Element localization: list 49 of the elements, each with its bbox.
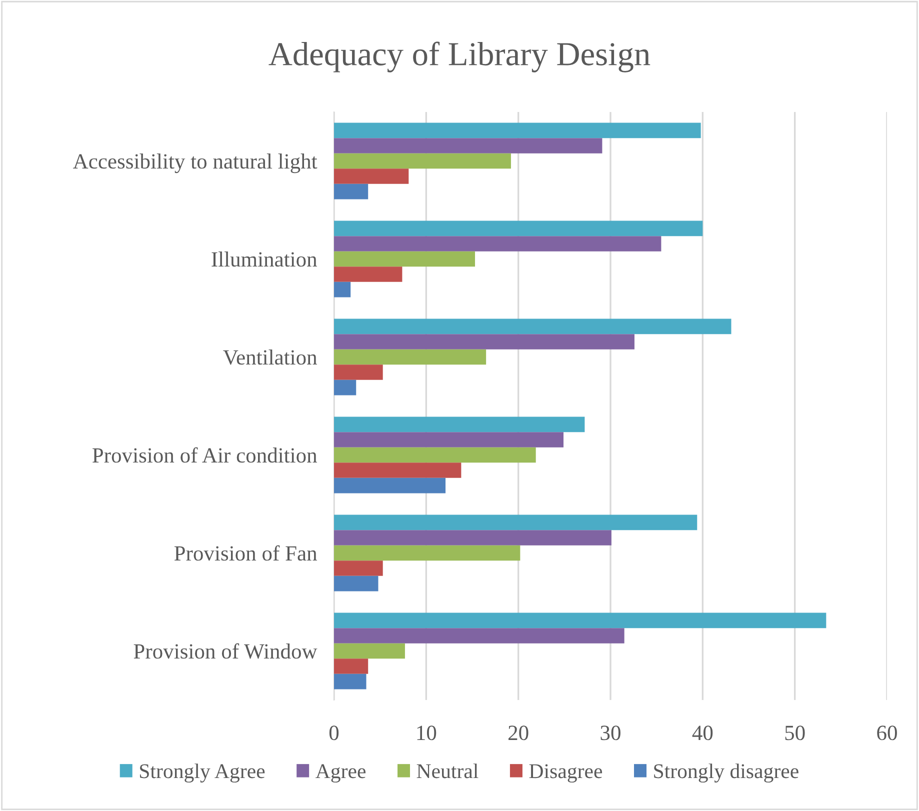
bar	[334, 514, 698, 530]
bar	[334, 576, 378, 592]
bar	[334, 364, 383, 380]
x-tick-label: 20	[508, 726, 528, 740]
bar	[334, 236, 662, 252]
bar	[334, 184, 368, 200]
legend-label: Neutral	[416, 764, 478, 778]
bar	[334, 334, 634, 350]
x-tick-label: 0	[329, 726, 339, 740]
x-tick-label: 40	[692, 726, 713, 740]
legend-label: Disagree	[529, 764, 602, 783]
x-tick-label: 10	[417, 726, 436, 740]
bar	[334, 530, 612, 546]
bar	[334, 628, 624, 644]
bar	[334, 318, 732, 334]
bar	[334, 462, 462, 478]
bar	[334, 220, 703, 236]
y-tick-label: Provision of Window	[134, 643, 318, 659]
bar	[334, 674, 366, 690]
bar	[334, 432, 564, 448]
bar	[334, 349, 486, 365]
bar	[334, 643, 405, 659]
y-tick-label: Illumination	[212, 252, 318, 267]
x-tick-label: 50	[785, 726, 805, 740]
y-tick-label: Provision of Fan	[174, 545, 318, 561]
bar	[334, 266, 402, 282]
y-tick-label: Accessibility to natural light	[73, 154, 318, 174]
legend-label: Strongly Agree	[140, 764, 265, 783]
bar	[334, 380, 356, 396]
bar	[334, 153, 511, 169]
bar	[334, 122, 701, 138]
bar	[334, 545, 520, 561]
bar	[334, 168, 409, 184]
bar	[334, 612, 826, 628]
bar	[334, 658, 368, 674]
y-tick-label: Ventilation	[223, 350, 318, 365]
bar	[334, 560, 383, 576]
bar	[334, 416, 585, 432]
bar	[334, 447, 536, 463]
bar	[334, 282, 351, 298]
chart-title: Adequacy of Library Design	[268, 42, 650, 72]
legend-label: Agree	[316, 764, 366, 783]
x-tick-label: 60	[877, 726, 897, 740]
bar	[334, 138, 602, 154]
bar	[334, 251, 476, 267]
bar	[334, 478, 446, 494]
legend-label: Strongly disagree	[654, 764, 798, 783]
x-tick-label: 30	[600, 726, 620, 740]
y-tick-label: Provision of Air condition	[92, 447, 318, 463]
